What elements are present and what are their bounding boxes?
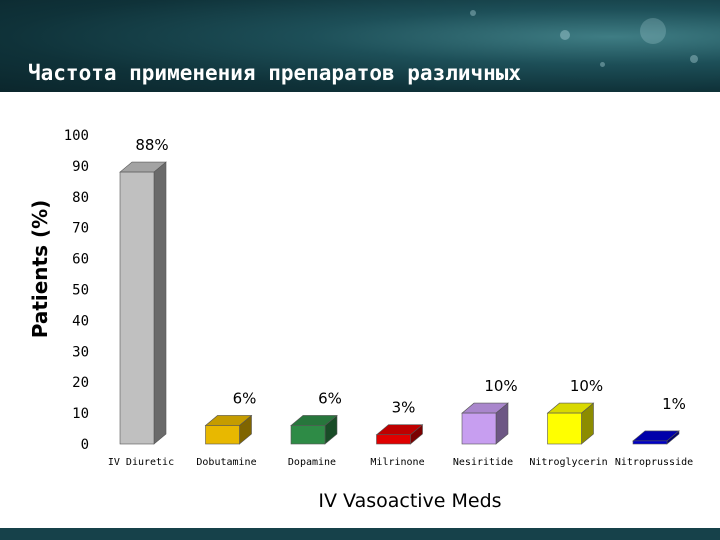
y-axis-label: Patients (%)	[28, 200, 52, 339]
y-tick-80: 80	[72, 190, 89, 206]
category-label-4: Milrinone	[370, 457, 424, 468]
bar-6	[546, 402, 595, 445]
bar-chart: 0 10 20 30 40 50 60 70 80 90 100 88% 6% 6% 3% 10% 10% 1%…	[28, 128, 693, 512]
data-label-7: 1%	[662, 395, 686, 413]
y-tick-20: 20	[72, 375, 89, 391]
bar-side-1	[153, 161, 167, 445]
bar-7	[632, 430, 680, 445]
data-labels: 88% 6% 6% 3% 10% 10% 1%	[135, 136, 686, 417]
bars	[119, 161, 680, 445]
data-label-6: 10%	[570, 377, 603, 395]
data-label-4: 3%	[392, 399, 416, 417]
bar-4	[375, 424, 424, 445]
y-tick-70: 70	[72, 221, 89, 237]
y-tick-10: 10	[72, 406, 89, 422]
category-label-7: Nitroprusside	[615, 457, 693, 468]
y-axis-ticks: 0 10 20 30 40 50 60 70 80 90 100	[64, 128, 89, 453]
bar-front-6	[547, 412, 582, 445]
category-labels: IV Diuretic Dobutamine Dopamine Milrinone Ne…	[108, 457, 693, 468]
category-label-5: Nesiritide	[453, 457, 513, 468]
bar-5	[461, 402, 509, 445]
bar-front-4	[376, 434, 411, 445]
data-label-3: 6%	[318, 389, 342, 407]
bar-front-5	[461, 412, 497, 445]
title-banner: Частота применения препаратов различных …	[0, 0, 720, 247]
category-label-2: Dobutamine	[196, 457, 256, 468]
bar-front-7	[632, 440, 668, 445]
x-axis-label: IV Vasoactive Meds	[318, 490, 501, 512]
slide-title: Частота применения препаратов различных …	[28, 6, 708, 303]
category-label-3: Dopamine	[288, 457, 336, 468]
data-label-1: 88%	[135, 136, 168, 154]
bar-3	[290, 414, 338, 445]
y-tick-60: 60	[72, 252, 89, 268]
footer-bar	[0, 528, 720, 540]
category-label-6: Nitroglycerin	[529, 457, 607, 468]
bar-front-3	[290, 425, 326, 445]
title-line-1: Частота применения препаратов различных	[28, 61, 522, 85]
y-tick-90: 90	[72, 159, 89, 175]
category-label-1: IV Diuretic	[108, 457, 174, 468]
y-tick-0: 0	[81, 437, 89, 453]
bar-front-1	[119, 171, 155, 445]
bar-2	[204, 414, 253, 445]
y-tick-30: 30	[72, 344, 89, 360]
bar-front-2	[205, 425, 240, 445]
y-tick-40: 40	[72, 313, 89, 329]
title-line-2: фарм. групп для лечения ОДХСН	[28, 142, 395, 166]
data-label-5: 10%	[484, 377, 517, 395]
y-tick-100: 100	[64, 128, 89, 144]
bar-1	[119, 161, 167, 445]
y-tick-50: 50	[72, 283, 89, 299]
data-label-2: 6%	[233, 389, 257, 407]
